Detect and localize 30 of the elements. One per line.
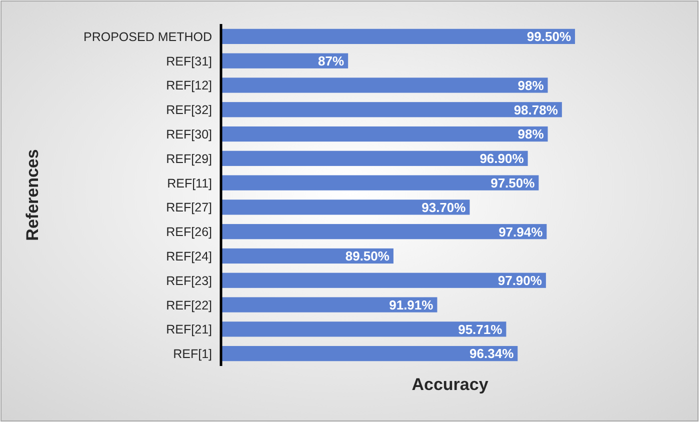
data-label: 96.90% — [480, 151, 524, 166]
data-label: 98% — [518, 126, 544, 142]
y-tick-label: REF[24] — [166, 249, 212, 264]
y-axis-title: References — [23, 149, 42, 241]
y-tick-label: REF[11] — [167, 176, 212, 190]
x-axis-title: Accuracy — [412, 375, 489, 394]
data-label: 96.34% — [470, 346, 514, 362]
y-tick-label: REF[29] — [166, 152, 212, 166]
y-tick-label: REF[1] — [173, 347, 212, 362]
data-label: 98.78% — [514, 102, 558, 118]
data-label: 99.50% — [526, 29, 572, 44]
y-tick-label: REF[21] — [166, 322, 212, 337]
y-tick-label: REF[23] — [166, 274, 212, 288]
y-tick-label: REF[12] — [166, 78, 212, 93]
data-label: 98% — [518, 78, 544, 93]
y-tick-label: REF[32] — [166, 103, 212, 118]
y-tick-label: REF[27] — [166, 200, 212, 215]
data-label: 97.90% — [498, 273, 542, 288]
data-label: 97.94% — [498, 224, 544, 240]
y-tick-label: REF[26] — [166, 225, 212, 240]
data-label: 97.50% — [490, 175, 536, 190]
data-label: 89.50% — [345, 248, 390, 264]
data-label: 95.71% — [458, 322, 503, 337]
y-tick-label: REF[31] — [166, 54, 212, 68]
y-tick-label: REF[30] — [166, 128, 212, 142]
data-label: 93.70% — [422, 200, 466, 215]
y-tick-label: PROPOSED METHOD — [84, 30, 212, 44]
data-label: 91.91% — [389, 297, 434, 312]
y-tick-label: REF[22] — [166, 298, 212, 312]
data-label: 87% — [318, 54, 345, 69]
